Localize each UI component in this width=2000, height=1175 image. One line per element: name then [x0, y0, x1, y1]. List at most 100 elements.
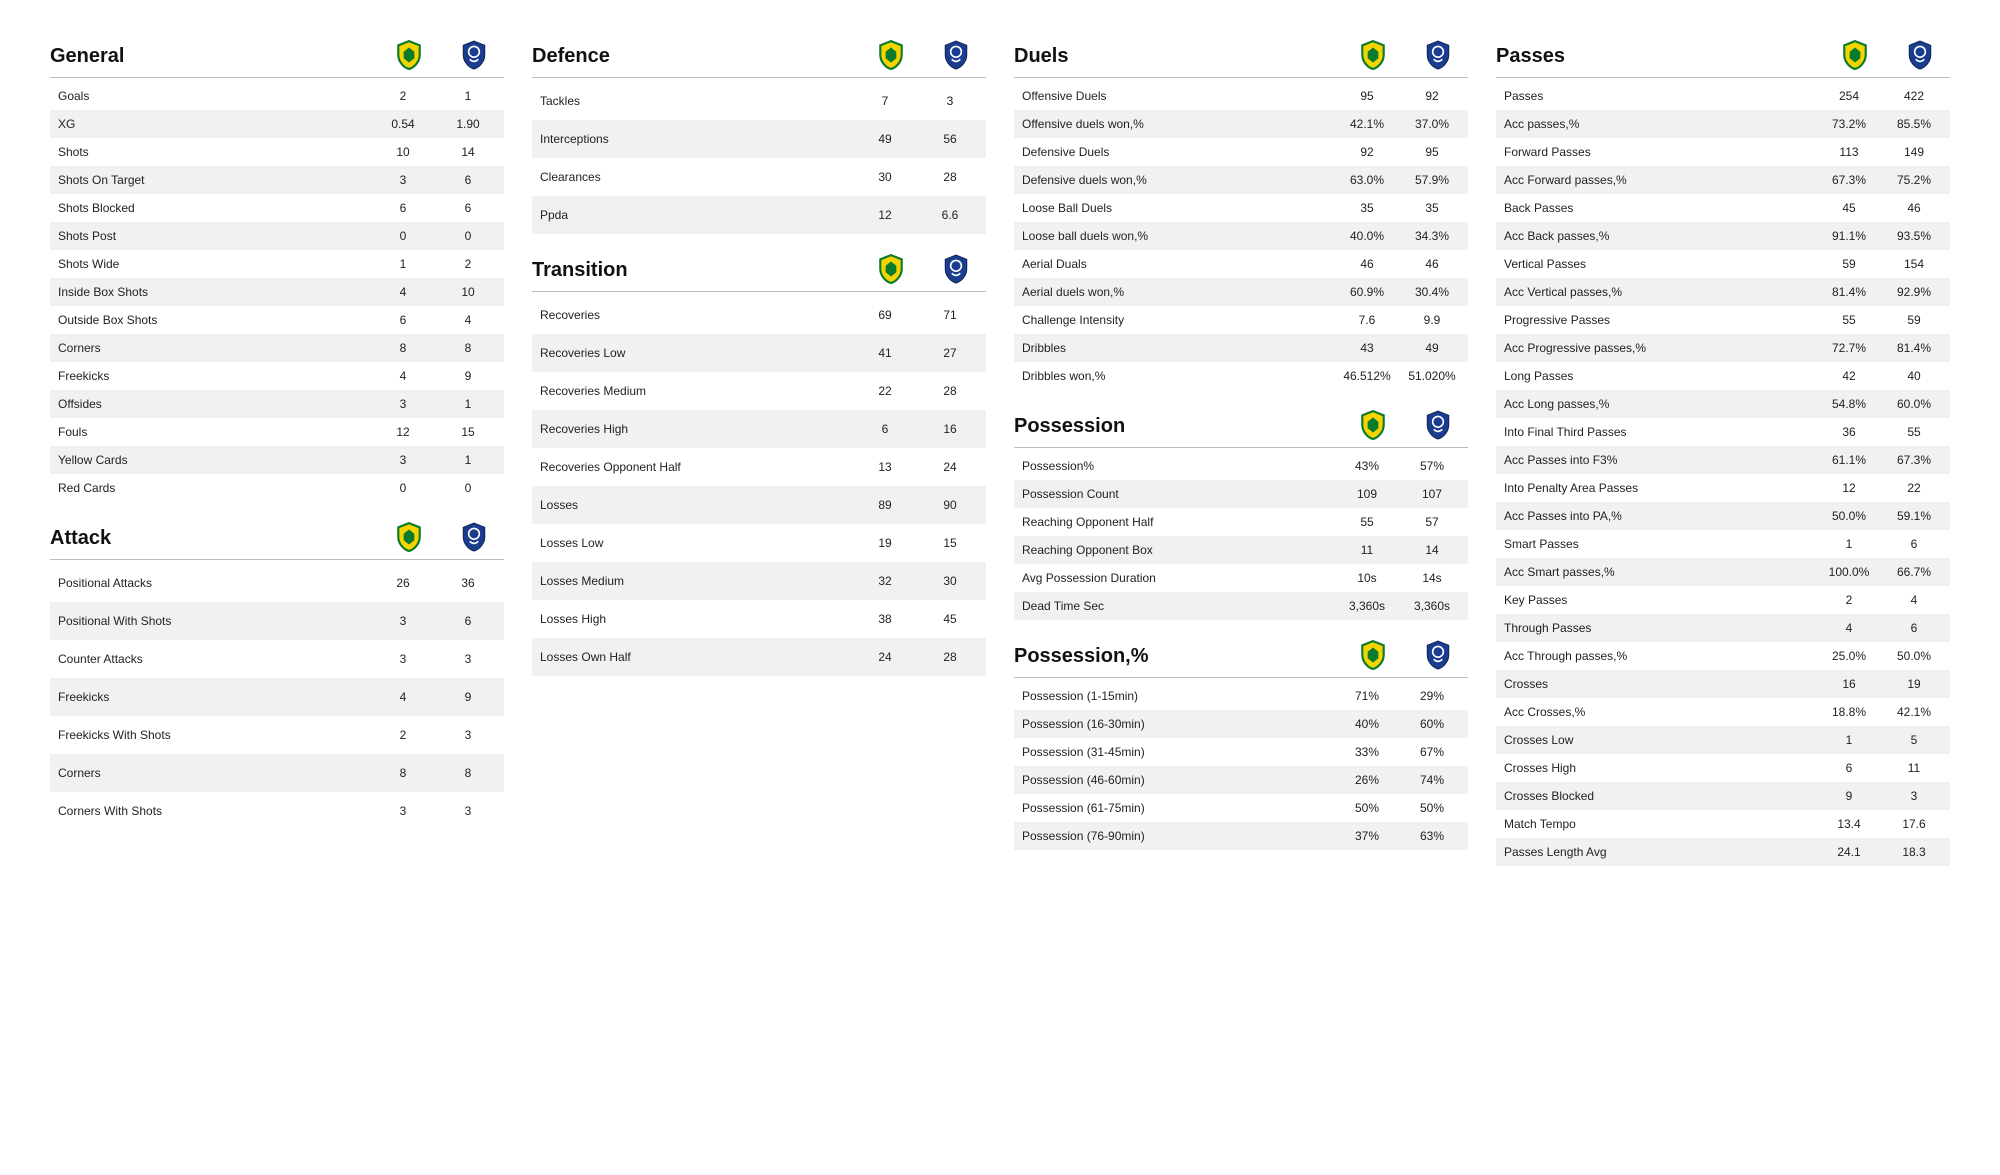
stat-row: Positional Attacks 26 36 [50, 564, 504, 602]
stat-home-value: 71% [1332, 689, 1402, 703]
stat-away-value: 71 [920, 308, 980, 322]
stat-home-value: 22 [850, 384, 920, 398]
stat-home-value: 32 [850, 574, 920, 588]
section-general: General Goals 2 1 XG 0.54 1.90 Shots 10 … [50, 40, 504, 502]
stat-row: Match Tempo 13.4 17.6 [1496, 810, 1950, 838]
stat-away-value: 5 [1884, 733, 1944, 747]
stat-label: Challenge Intensity [1022, 313, 1332, 327]
away-crest-icon [444, 40, 504, 73]
stat-home-value: 26% [1332, 773, 1402, 787]
home-crest-icon [1338, 40, 1408, 73]
stat-away-value: 3 [920, 94, 980, 108]
stat-away-value: 81.4% [1884, 341, 1944, 355]
stat-away-value: 17.6 [1884, 817, 1944, 831]
stat-label: Into Final Third Passes [1504, 425, 1814, 439]
stat-row: Acc Long passes,% 54.8% 60.0% [1496, 390, 1950, 418]
stat-away-value: 3 [438, 804, 498, 818]
stat-row: Into Penalty Area Passes 12 22 [1496, 474, 1950, 502]
stat-away-value: 36 [438, 576, 498, 590]
stat-label: Interceptions [540, 132, 850, 146]
stat-label: Acc passes,% [1504, 117, 1814, 131]
stat-home-value: 2 [368, 89, 438, 103]
stat-row: Defensive duels won,% 63.0% 57.9% [1014, 166, 1468, 194]
stat-label: Positional With Shots [58, 614, 368, 628]
stat-away-value: 90 [920, 498, 980, 512]
stat-row: Defensive Duels 92 95 [1014, 138, 1468, 166]
stat-label: Key Passes [1504, 593, 1814, 607]
home-crest-icon [374, 40, 444, 73]
stat-away-value: 11 [1884, 761, 1944, 775]
rows: Positional Attacks 26 36 Positional With… [50, 564, 504, 830]
stat-row: Counter Attacks 3 3 [50, 640, 504, 678]
stat-row: Vertical Passes 59 154 [1496, 250, 1950, 278]
section-title: Duels [1014, 45, 1338, 68]
stat-home-value: 35 [1332, 201, 1402, 215]
stat-home-value: 95 [1332, 89, 1402, 103]
stat-label: Loose ball duels won,% [1022, 229, 1332, 243]
section-possession: Possession Possession% 43% 57% Possessio… [1014, 410, 1468, 620]
stat-label: Match Tempo [1504, 817, 1814, 831]
stat-home-value: 3 [368, 173, 438, 187]
stat-away-value: 3 [1884, 789, 1944, 803]
stat-away-value: 29% [1402, 689, 1462, 703]
stat-home-value: 43% [1332, 459, 1402, 473]
stat-row: Loose Ball Duels 35 35 [1014, 194, 1468, 222]
stat-row: Reaching Opponent Box 11 14 [1014, 536, 1468, 564]
stat-away-value: 3 [438, 728, 498, 742]
stat-label: Losses High [540, 612, 850, 626]
stat-label: Recoveries [540, 308, 850, 322]
stat-away-value: 92 [1402, 89, 1462, 103]
stat-label: Recoveries Medium [540, 384, 850, 398]
stat-away-value: 8 [438, 341, 498, 355]
stat-label: Vertical Passes [1504, 257, 1814, 271]
stat-home-value: 7.6 [1332, 313, 1402, 327]
stat-row: Freekicks 4 9 [50, 678, 504, 716]
stat-away-value: 22 [1884, 481, 1944, 495]
stat-label: Losses Low [540, 536, 850, 550]
section-title: Attack [50, 527, 374, 550]
stat-row: Progressive Passes 55 59 [1496, 306, 1950, 334]
stat-row: Fouls 12 15 [50, 418, 504, 446]
stat-label: Offsides [58, 397, 368, 411]
stat-home-value: 2 [1814, 593, 1884, 607]
stat-away-value: 28 [920, 650, 980, 664]
stat-row: Acc Vertical passes,% 81.4% 92.9% [1496, 278, 1950, 306]
stat-home-value: 49 [850, 132, 920, 146]
away-crest-icon [1408, 640, 1468, 673]
stat-label: Possession (31-45min) [1022, 745, 1332, 759]
stat-label: Passes [1504, 89, 1814, 103]
stat-home-value: 3 [368, 804, 438, 818]
stat-label: Goals [58, 89, 368, 103]
stat-label: Recoveries High [540, 422, 850, 436]
stat-home-value: 59 [1814, 257, 1884, 271]
stat-label: Possession (16-30min) [1022, 717, 1332, 731]
stat-row: Possession% 43% 57% [1014, 452, 1468, 480]
stat-away-value: 27 [920, 346, 980, 360]
stat-away-value: 107 [1402, 487, 1462, 501]
stat-row: Acc passes,% 73.2% 85.5% [1496, 110, 1950, 138]
stat-home-value: 1 [1814, 537, 1884, 551]
stat-label: Crosses Low [1504, 733, 1814, 747]
stat-away-value: 6 [1884, 537, 1944, 551]
stat-row: Aerial duels won,% 60.9% 30.4% [1014, 278, 1468, 306]
stat-label: Losses [540, 498, 850, 512]
stat-away-value: 37.0% [1402, 117, 1462, 131]
stat-label: Possession (46-60min) [1022, 773, 1332, 787]
stat-row: Corners 8 8 [50, 754, 504, 792]
stat-label: Crosses [1504, 677, 1814, 691]
stat-row: Inside Box Shots 4 10 [50, 278, 504, 306]
stat-away-value: 15 [920, 536, 980, 550]
stat-row: Back Passes 45 46 [1496, 194, 1950, 222]
stat-label: Yellow Cards [58, 453, 368, 467]
stat-home-value: 73.2% [1814, 117, 1884, 131]
stat-label: Acc Through passes,% [1504, 649, 1814, 663]
stat-home-value: 0 [368, 229, 438, 243]
stat-row: Freekicks With Shots 2 3 [50, 716, 504, 754]
stat-label: Acc Passes into F3% [1504, 453, 1814, 467]
stat-home-value: 3 [368, 453, 438, 467]
stat-row: Acc Smart passes,% 100.0% 66.7% [1496, 558, 1950, 586]
stat-label: Possession% [1022, 459, 1332, 473]
stat-label: Outside Box Shots [58, 313, 368, 327]
stat-label: Acc Back passes,% [1504, 229, 1814, 243]
stat-row: Smart Passes 1 6 [1496, 530, 1950, 558]
